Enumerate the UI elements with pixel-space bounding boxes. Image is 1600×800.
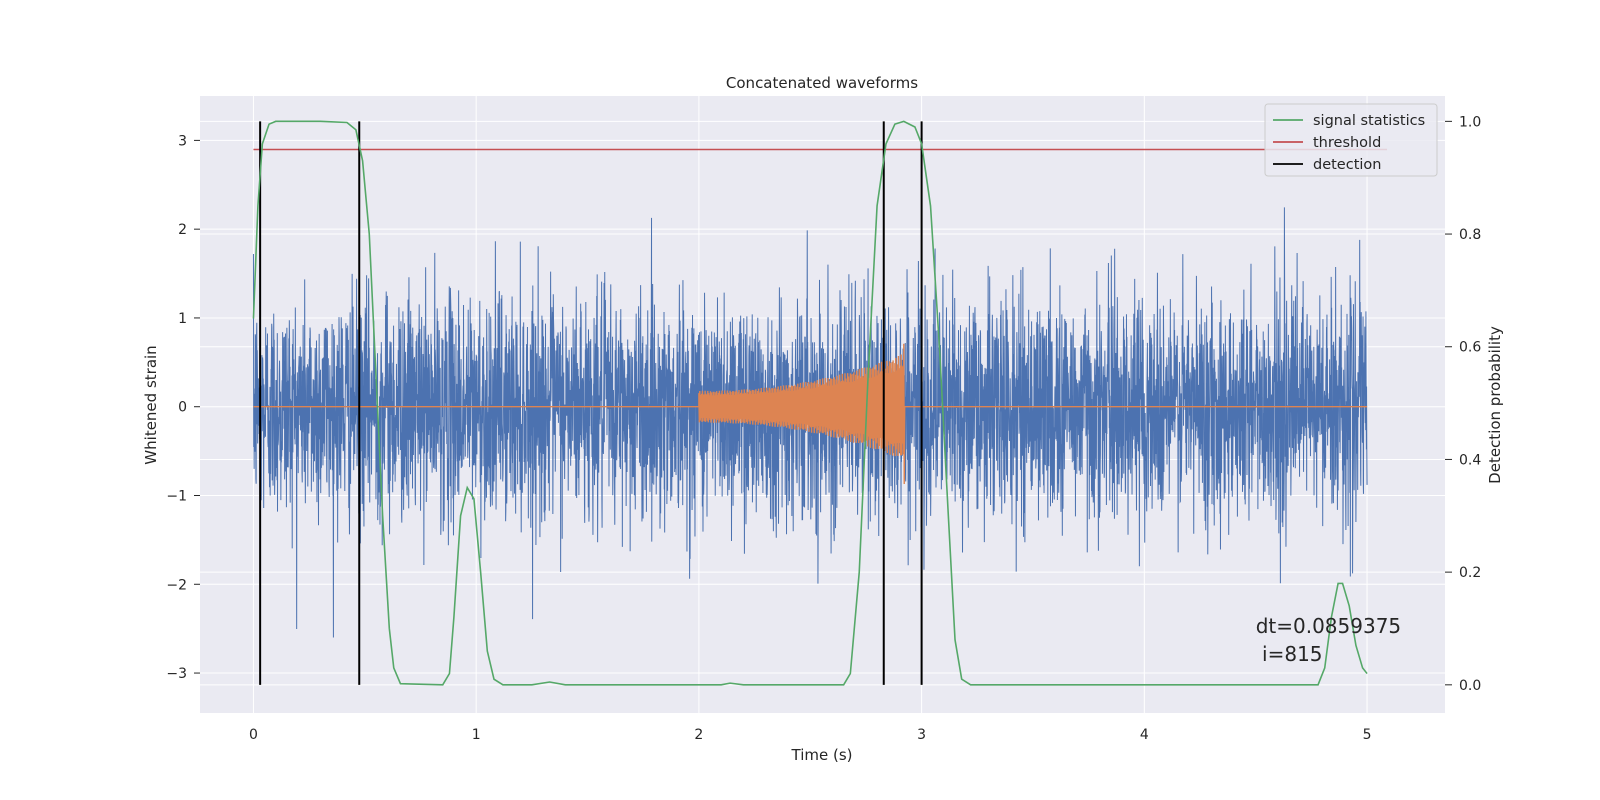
y-axis-label: Whitened strain: [142, 345, 160, 464]
legend-label: threshold: [1313, 135, 1381, 151]
x-tick-label: 3: [917, 727, 926, 743]
y2-tick-label: 1.0: [1459, 114, 1481, 130]
y-tick-label: 0: [178, 400, 187, 416]
x-tick-label: 5: [1363, 727, 1372, 743]
annotation-line: i=815: [1256, 642, 1323, 666]
y2-tick-label: 0.6: [1459, 340, 1481, 356]
signal-statistics-line: [252, 120, 1368, 686]
chart-title: Concatenated waveforms: [726, 74, 918, 92]
y-tick-label: −2: [166, 577, 187, 593]
legend-box: [1264, 103, 1438, 177]
y2-axis-label: Detection probability: [1486, 326, 1504, 484]
legend: signal statistics threshold detection: [1264, 103, 1438, 177]
y2-tick-label: 0.2: [1459, 565, 1481, 581]
x-tick-label: 0: [249, 727, 258, 743]
y2-tick-label: 0.0: [1459, 678, 1481, 694]
x-tick-label: 2: [694, 727, 703, 743]
y-axis-ticks: −3 −2 −1 0 1 2 3: [166, 133, 200, 682]
y-tick-label: −1: [166, 488, 187, 504]
x-axis-ticks: 0 1 2 3 4 5: [249, 727, 1372, 743]
y2-tick-label: 0.8: [1459, 227, 1481, 243]
y-tick-label: 1: [178, 311, 187, 327]
y2-tick-label: 0.4: [1459, 452, 1481, 468]
legend-label: detection: [1313, 157, 1381, 173]
y2-axis-ticks: 0.0 0.2 0.4 0.6 0.8 1.0: [1445, 114, 1481, 694]
y-tick-label: 2: [178, 222, 187, 238]
annotation-line: dt=0.0859375: [1256, 614, 1401, 638]
chirp-series-line: [253, 343, 1368, 484]
detection-lines: [259, 121, 923, 685]
x-axis-label: Time (s): [791, 746, 853, 764]
legend-label: signal statistics: [1313, 113, 1425, 129]
annotation-text: dt=0.0859375 i=815: [1256, 614, 1401, 666]
x-tick-label: 4: [1140, 727, 1149, 743]
x-tick-label: 1: [472, 727, 481, 743]
y-tick-label: −3: [166, 666, 187, 682]
y-tick-label: 3: [178, 133, 187, 149]
